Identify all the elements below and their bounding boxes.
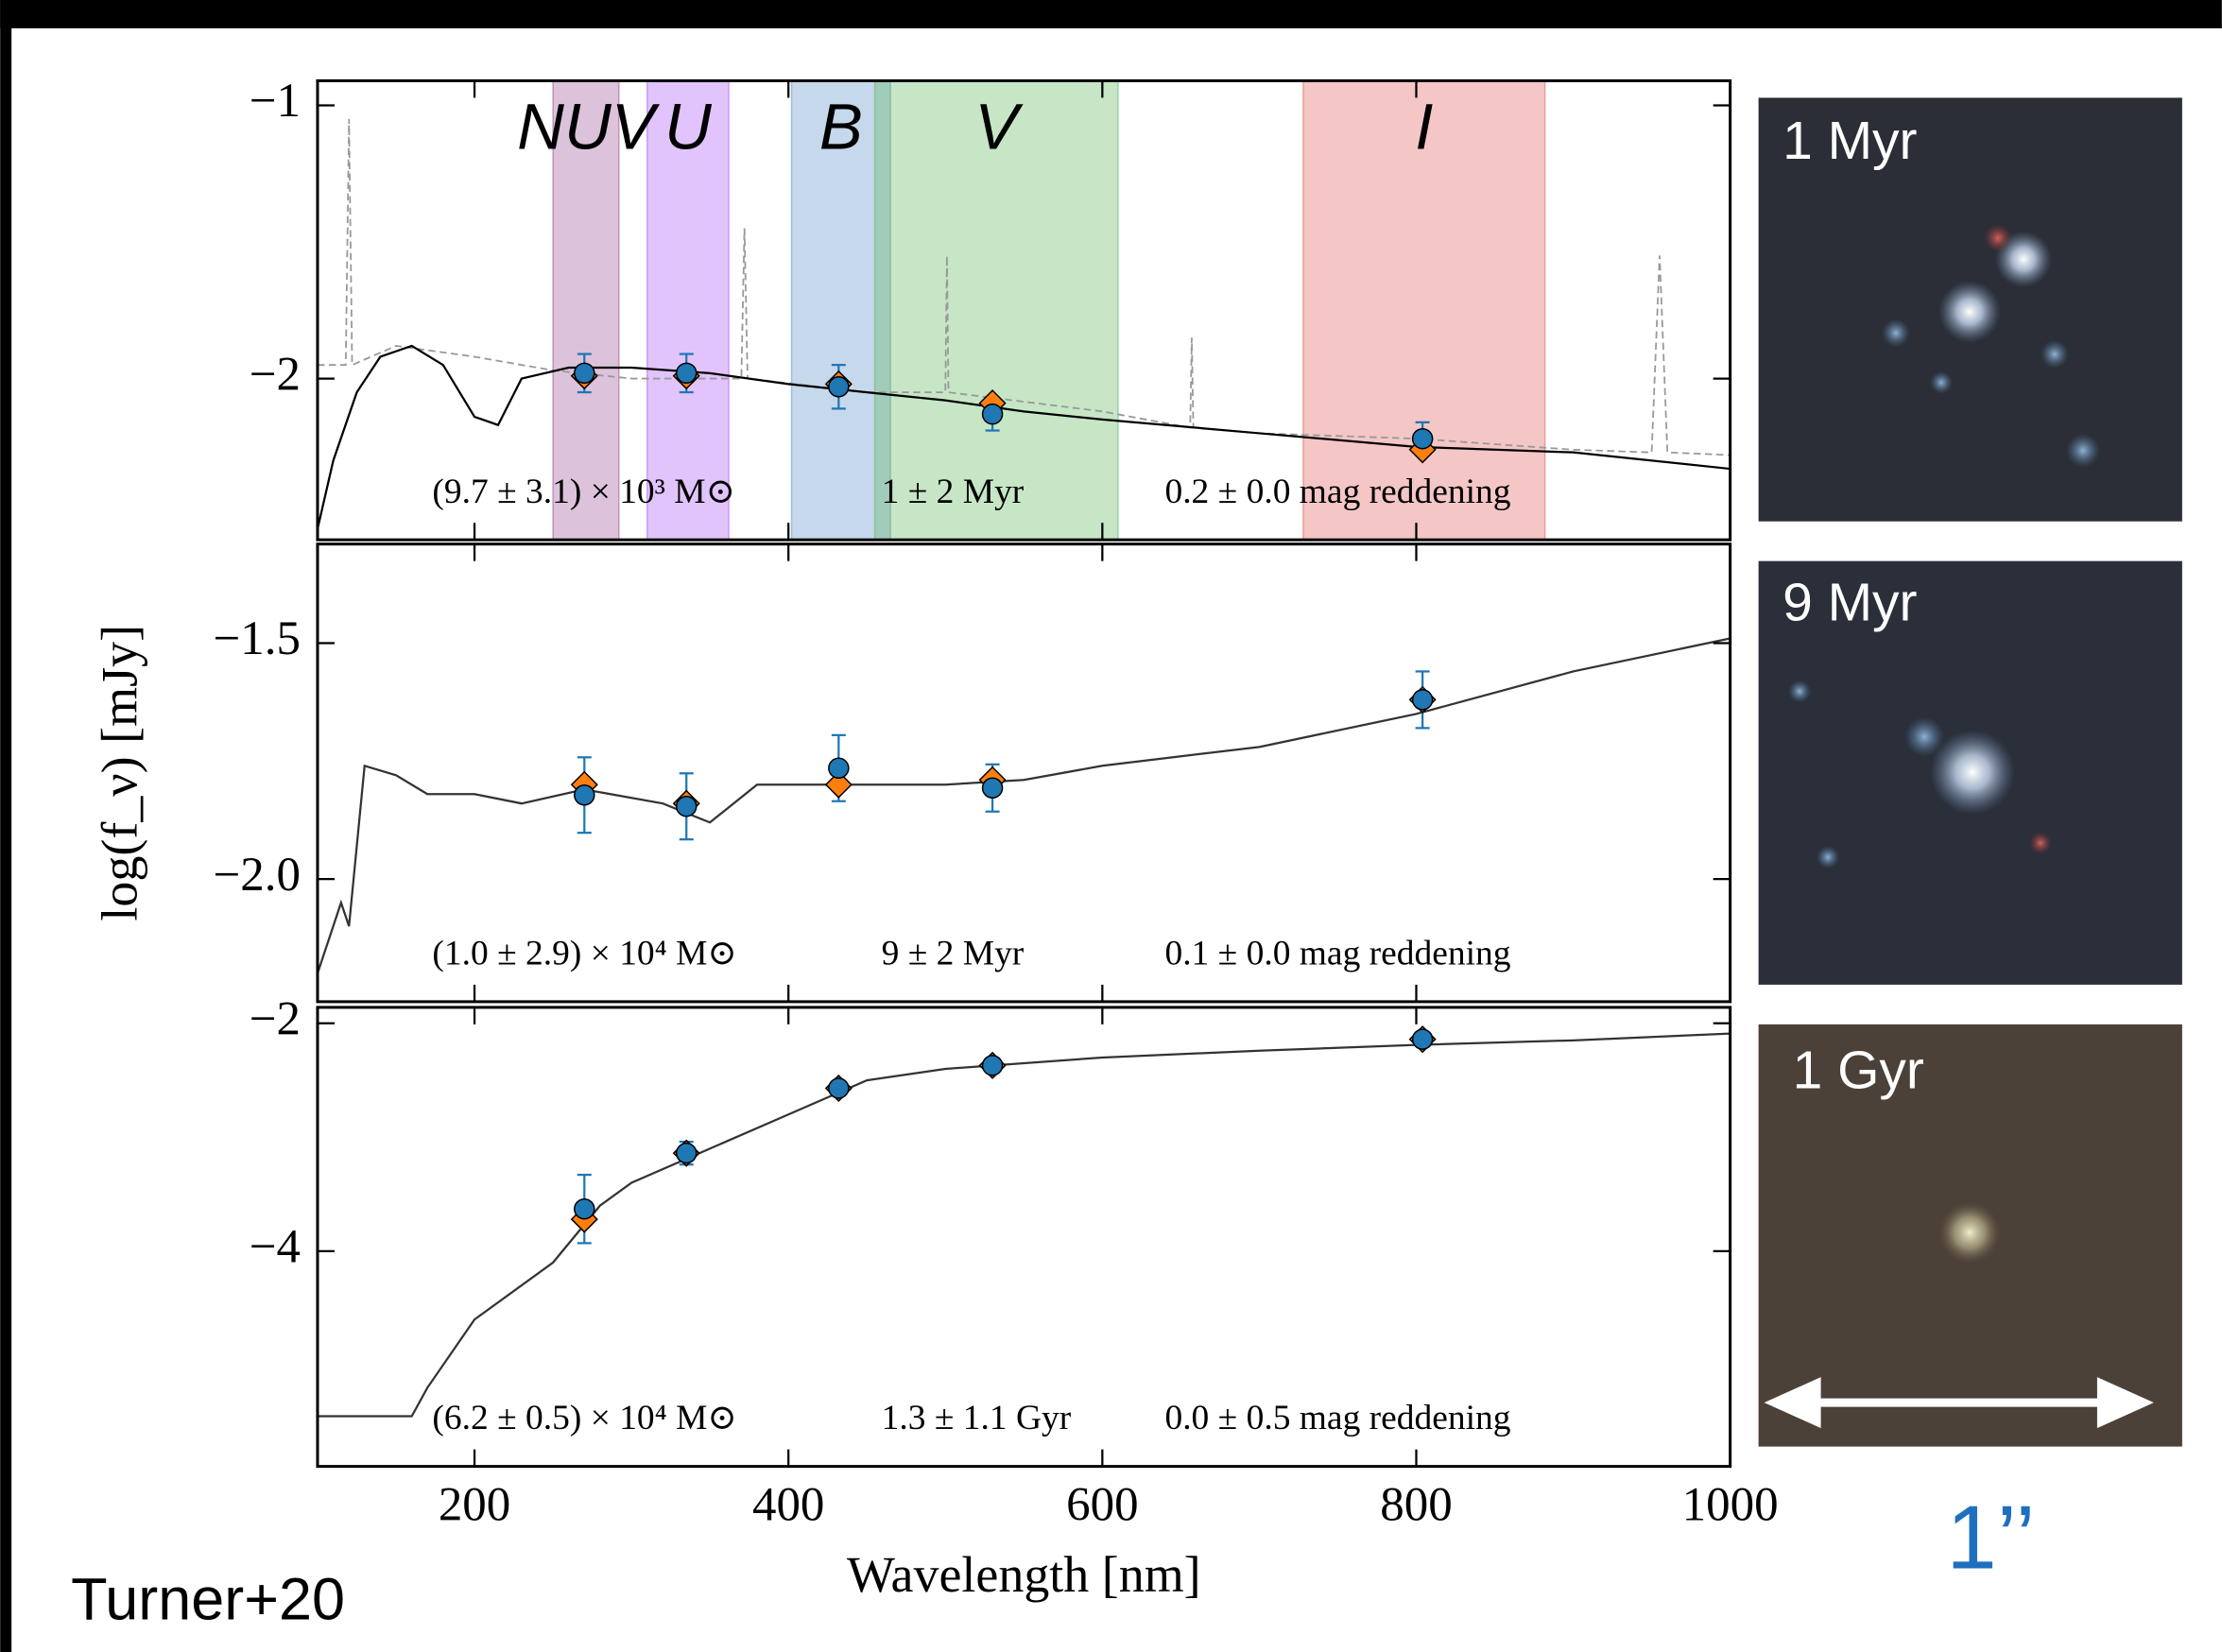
thumbnail: 1 Gyr bbox=[1758, 1024, 2182, 1447]
thumbnail: 1 Myr bbox=[1758, 97, 2182, 522]
model-spectrum bbox=[317, 344, 1731, 529]
x-tick-label: 1000 bbox=[1682, 1478, 1779, 1531]
filter-band bbox=[552, 80, 620, 541]
plot-area bbox=[317, 80, 1731, 541]
annotation: 0.1 ± 0.0 mag reddening bbox=[1164, 935, 1510, 973]
thumbnail-label: 9 Myr bbox=[1783, 573, 1917, 633]
observed-point bbox=[1411, 689, 1434, 711]
observed-point bbox=[981, 777, 1004, 800]
observed-point bbox=[828, 1077, 850, 1099]
thumbnail-label: 1 Myr bbox=[1783, 111, 1917, 171]
observed-point bbox=[1411, 427, 1434, 450]
left-border bbox=[0, 0, 12, 1652]
filter-band bbox=[1302, 80, 1546, 541]
annotation: 0.2 ± 0.0 mag reddening bbox=[1164, 473, 1510, 511]
frame bbox=[316, 542, 1732, 1004]
filter-band bbox=[790, 80, 891, 541]
y-tick-label: −2 bbox=[250, 348, 301, 401]
annotation: (1.0 ± 2.9) × 10⁴ M⊙ bbox=[432, 935, 736, 973]
annotation: 1 ± 2 Myr bbox=[882, 473, 1025, 511]
thumbnail-label: 1 Gyr bbox=[1793, 1040, 1924, 1100]
y-tick-label: −1 bbox=[250, 75, 301, 128]
thumbnail: 9 Myr bbox=[1758, 560, 2182, 985]
band-label: V bbox=[974, 91, 1024, 163]
observed-point bbox=[574, 1197, 595, 1220]
band-label: U bbox=[664, 91, 713, 163]
x-tick-label: 200 bbox=[439, 1478, 510, 1531]
panel: (1.0 ± 2.9) × 10⁴ M⊙ 9 ± 2 Myr 0.1 ± 0.0 m… bbox=[91, 542, 1732, 1004]
band-label: B bbox=[819, 91, 863, 163]
y-tick-label: −2 bbox=[250, 992, 301, 1045]
observed-point bbox=[676, 1142, 698, 1164]
top-border bbox=[0, 0, 2222, 28]
plots: NUV U B V I (9.7 ± 3.1) × 10³ M⊙ 1 ± 2 Myr 0.2 … bbox=[91, 75, 1778, 1603]
filter-band bbox=[873, 80, 1119, 541]
model-spectrum bbox=[317, 637, 1731, 974]
credit: Turner+20 bbox=[71, 1567, 345, 1633]
observed-point bbox=[828, 757, 850, 780]
scale-label: 1’’ bbox=[1946, 1487, 2035, 1588]
x-tick-label: 800 bbox=[1380, 1478, 1452, 1531]
observed-point bbox=[828, 376, 850, 398]
annotation: 9 ± 2 Myr bbox=[882, 935, 1025, 973]
band-label: I bbox=[1415, 91, 1433, 163]
frame bbox=[316, 1006, 1732, 1469]
observed-point bbox=[574, 362, 595, 385]
model-spectrum bbox=[317, 1032, 1731, 1418]
annotation: (6.2 ± 0.5) × 10⁴ M⊙ bbox=[432, 1399, 736, 1437]
observed-point bbox=[981, 1055, 1004, 1076]
x-tick-label: 600 bbox=[1066, 1478, 1138, 1531]
annotation: 1.3 ± 1.1 Gyr bbox=[882, 1399, 1072, 1437]
x-tick-label: 400 bbox=[752, 1478, 824, 1531]
observed-point bbox=[574, 784, 595, 806]
filter-band bbox=[646, 80, 730, 541]
frame bbox=[316, 78, 1732, 542]
x-axis-label: Wavelength [nm] bbox=[847, 1546, 1201, 1603]
observed-point bbox=[676, 795, 698, 817]
panel: NUV U B V I (9.7 ± 3.1) × 10³ M⊙ 1 ± 2 Myr 0.2 … bbox=[250, 75, 1732, 542]
observed-point bbox=[676, 362, 698, 385]
panel: (6.2 ± 0.5) × 10⁴ M⊙ 1.3 ± 1.1 Gyr 0.0 ± 0… bbox=[250, 992, 1779, 1602]
y-tick-label: −4 bbox=[250, 1221, 301, 1274]
plot-area bbox=[317, 637, 1731, 974]
fit-point bbox=[824, 770, 853, 799]
plot-area bbox=[317, 1032, 1731, 1418]
y-tick-label: −2.0 bbox=[214, 849, 301, 902]
band-label: NUV bbox=[517, 91, 661, 163]
scale-arrow bbox=[1764, 1377, 2154, 1429]
observed-point bbox=[981, 403, 1004, 425]
annotation: 0.0 ± 0.5 mag reddening bbox=[1164, 1399, 1510, 1437]
y-axis-label: log(f_ν) [mJy] bbox=[91, 625, 147, 921]
y-tick-label: −1.5 bbox=[214, 612, 301, 665]
observed-point bbox=[1411, 1028, 1434, 1050]
annotation: (9.7 ± 3.1) × 10³ M⊙ bbox=[432, 473, 735, 511]
